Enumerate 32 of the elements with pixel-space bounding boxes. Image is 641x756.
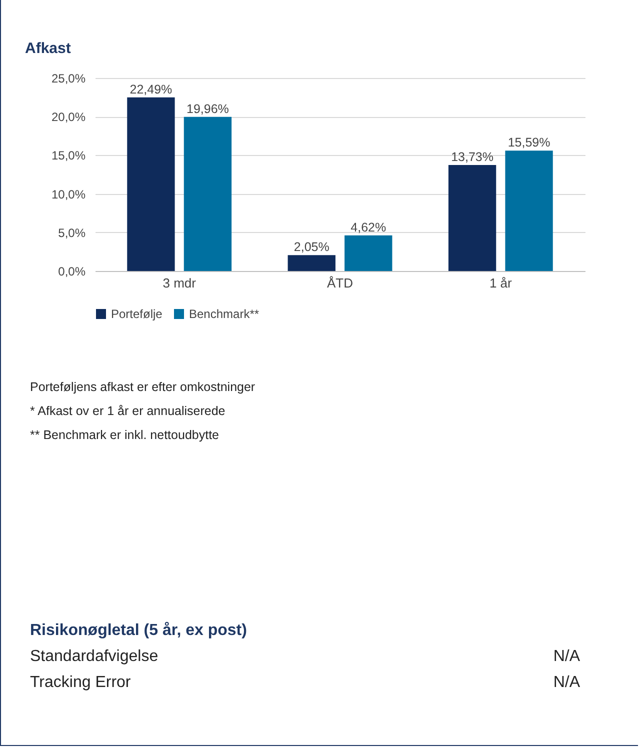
text: Porteføljens afkast er efter omkostninger xyxy=(30,380,256,394)
data-label: 4,62% xyxy=(350,220,386,234)
data-label: 2,05% xyxy=(294,240,330,254)
text: N/A xyxy=(553,674,580,692)
x-tick-label: 1 år xyxy=(489,276,513,290)
text: Tracking Error xyxy=(30,674,131,692)
data-label: 19,96% xyxy=(186,102,229,116)
bar xyxy=(127,97,175,271)
legend-label: Benchmark** xyxy=(189,307,260,321)
text: Standardafvigelse xyxy=(30,648,158,666)
bar xyxy=(448,165,496,271)
x-tick-label: 3 mdr xyxy=(162,276,197,290)
data-label: 15,59% xyxy=(508,136,550,150)
y-tick-label: 5,0% xyxy=(58,226,86,240)
y-tick-label: 0,0% xyxy=(58,264,86,278)
text: Risikonøgletal (5 år, ex post) xyxy=(30,622,248,640)
text: N/A xyxy=(553,648,580,666)
bar xyxy=(344,235,392,271)
chart-title: Afkast xyxy=(25,40,71,57)
bar xyxy=(288,255,336,271)
legend-label: Portefølje xyxy=(111,307,163,321)
y-tick-label: 20,0% xyxy=(51,110,86,124)
bar xyxy=(184,116,232,271)
text: ** Benchmark er inkl. nettoudbytte xyxy=(30,428,220,442)
y-tick-label: 10,0% xyxy=(51,187,86,202)
data-label: 13,73% xyxy=(451,150,494,164)
text: * Afkast ov er 1 år er annualiserede xyxy=(30,404,226,418)
data-label: 22,49% xyxy=(130,82,172,96)
bar xyxy=(505,150,553,271)
y-tick-label: 25,0% xyxy=(51,72,86,86)
x-tick-label: ÅTD xyxy=(327,276,353,290)
y-tick-label: 15,0% xyxy=(51,148,86,163)
